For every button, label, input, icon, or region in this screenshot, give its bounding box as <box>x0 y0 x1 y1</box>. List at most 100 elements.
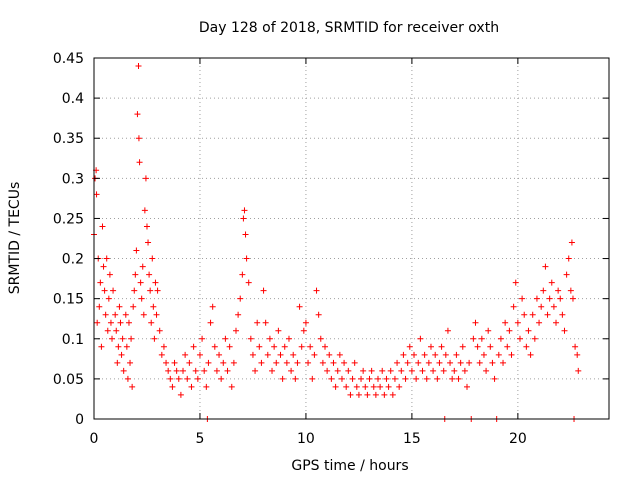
y-axis-label: SRMTID / TECUs <box>7 182 23 295</box>
data-point <box>177 391 184 398</box>
data-point <box>116 303 123 310</box>
data-point <box>322 343 329 350</box>
data-point <box>461 367 468 374</box>
data-point <box>413 375 420 382</box>
data-point <box>406 343 413 350</box>
data-point <box>105 295 112 302</box>
data-point <box>122 311 129 318</box>
data-point <box>533 295 540 302</box>
data-point <box>425 359 432 366</box>
data-point <box>347 391 354 398</box>
y-tick-label: 0 <box>75 412 84 428</box>
data-point <box>292 375 299 382</box>
data-point <box>132 271 139 278</box>
data-point <box>404 359 411 366</box>
data-point <box>476 359 483 366</box>
data-point <box>302 319 309 326</box>
data-point <box>158 351 165 358</box>
data-point <box>491 375 498 382</box>
data-point <box>133 247 140 254</box>
data-point <box>538 303 545 310</box>
data-point <box>508 351 515 358</box>
data-point <box>156 327 163 334</box>
data-point <box>343 383 350 390</box>
data-point <box>358 375 365 382</box>
data-point <box>466 359 473 366</box>
data-point <box>142 175 149 182</box>
data-point <box>196 351 203 358</box>
data-point <box>283 359 290 366</box>
data-point <box>326 351 333 358</box>
data-point <box>205 359 212 366</box>
data-point <box>258 359 265 366</box>
data-point <box>432 351 439 358</box>
data-point <box>110 287 117 294</box>
data-point <box>336 351 343 358</box>
data-point <box>472 319 479 326</box>
y-axis-ticks: 0 0.05 0.1 0.15 0.2 0.25 0.3 0.35 0.4 0.45 <box>53 51 609 428</box>
data-point <box>135 63 142 70</box>
data-points <box>91 63 582 422</box>
data-point <box>355 391 362 398</box>
data-point <box>423 375 430 382</box>
data-point <box>457 359 464 366</box>
data-point <box>224 367 231 374</box>
data-point <box>180 367 187 374</box>
data-point <box>480 351 487 358</box>
data-point <box>366 375 373 382</box>
data-point <box>141 207 148 214</box>
data-point <box>565 255 572 262</box>
data-point <box>332 383 339 390</box>
data-point <box>483 367 490 374</box>
data-point <box>506 327 513 334</box>
x-tick-label: 5 <box>196 431 205 447</box>
x-axis-ticks: 0 5 10 15 20 <box>90 58 527 447</box>
y-tick-label: 0.35 <box>53 131 84 147</box>
data-point <box>171 359 178 366</box>
data-point <box>438 343 445 350</box>
data-point <box>451 367 458 374</box>
data-point <box>117 319 124 326</box>
grid-lines <box>94 58 609 419</box>
data-point <box>184 375 191 382</box>
data-point <box>400 351 407 358</box>
data-point <box>150 303 157 310</box>
data-point <box>544 311 551 318</box>
data-point <box>260 287 267 294</box>
data-point <box>449 375 456 382</box>
data-point <box>519 295 526 302</box>
data-point <box>209 303 216 310</box>
data-point <box>500 359 507 366</box>
data-point <box>98 343 105 350</box>
data-point <box>222 335 229 342</box>
data-point <box>442 351 449 358</box>
data-point <box>298 343 305 350</box>
data-point <box>135 135 142 142</box>
data-point <box>262 319 269 326</box>
data-point <box>269 367 276 374</box>
data-point <box>568 239 575 246</box>
data-point <box>119 335 126 342</box>
data-point <box>434 375 441 382</box>
data-point <box>232 327 239 334</box>
data-point <box>194 375 201 382</box>
data-point <box>136 159 143 166</box>
x-tick-label: 0 <box>90 431 99 447</box>
data-point <box>387 367 394 374</box>
data-point <box>120 367 127 374</box>
data-point <box>154 287 161 294</box>
data-point <box>311 351 318 358</box>
data-point <box>97 279 104 286</box>
data-point <box>419 367 426 374</box>
data-point <box>370 383 377 390</box>
data-point <box>315 311 322 318</box>
data-point <box>546 295 553 302</box>
data-point <box>199 335 206 342</box>
data-point <box>148 319 155 326</box>
data-point <box>127 359 134 366</box>
data-point <box>102 311 109 318</box>
data-point <box>175 375 182 382</box>
data-point <box>123 343 130 350</box>
data-point <box>106 271 113 278</box>
